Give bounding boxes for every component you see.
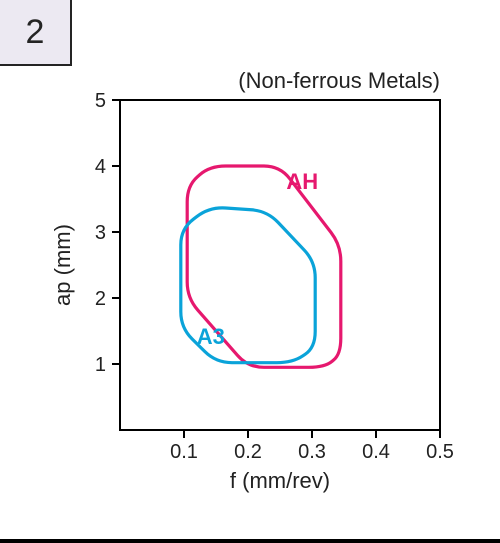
series-label-AH: AH — [286, 169, 318, 194]
chart-title: (Non-ferrous Metals) — [238, 68, 440, 93]
figure-number-badge: 2 — [0, 0, 72, 66]
figure-number: 2 — [26, 13, 45, 52]
xtick-label: 0.2 — [234, 441, 262, 463]
xtick-label: 0.5 — [426, 441, 454, 463]
ytick-label: 3 — [95, 222, 106, 244]
xtick-label: 0.3 — [298, 441, 326, 463]
chart-svg: (Non-ferrous Metals) 0.1 0.2 0.3 0.4 0.5 1 2 3 4 5… — [40, 60, 480, 520]
xtick-label: 0.1 — [170, 441, 198, 463]
chart-container: (Non-ferrous Metals) 0.1 0.2 0.3 0.4 0.5 1 2 3 4 5… — [40, 60, 480, 520]
xtick-label: 0.4 — [362, 441, 390, 463]
ytick-label: 5 — [95, 90, 106, 112]
ytick-label: 1 — [95, 354, 106, 376]
page: 2 (Non-ferrous Metals) 0.1 0.2 0.3 0.4 0.5 1 2 3… — [0, 0, 500, 543]
x-axis-label: f (mm/rev) — [230, 468, 330, 493]
ytick-label: 4 — [95, 156, 106, 178]
y-axis-label: ap (mm) — [50, 224, 75, 306]
plot-frame — [120, 100, 440, 430]
ytick-label: 2 — [95, 288, 106, 310]
series-label-A3: A3 — [197, 324, 225, 349]
